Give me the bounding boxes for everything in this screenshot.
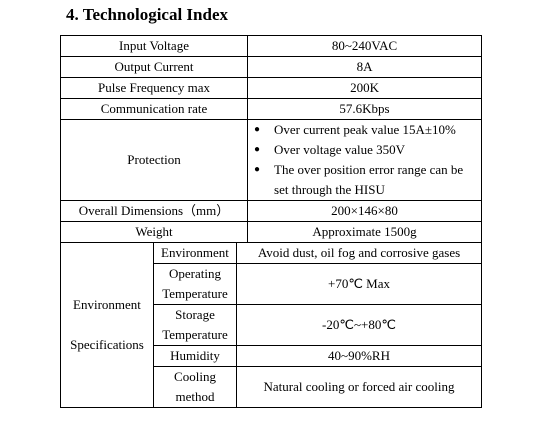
row: Output Current 8A bbox=[59, 56, 483, 78]
value-cell: -20℃~+80℃ bbox=[235, 304, 483, 346]
label-cell: Protection bbox=[59, 119, 249, 201]
row: Pulse Frequency max 200K bbox=[59, 77, 483, 99]
value-cell: 57.6Kbps bbox=[247, 98, 483, 120]
label-cell: Communication rate bbox=[59, 98, 249, 120]
bullet-item: Over current peak value 15A±10% bbox=[254, 120, 478, 140]
heading: 4. Technological Index bbox=[66, 5, 229, 24]
value-cell: +70℃ Max bbox=[235, 263, 483, 305]
row: Cooling method Natural cooling or forced … bbox=[61, 366, 483, 408]
row: ProtectionOver current peak value 15A±10… bbox=[59, 119, 483, 201]
sub-label-cell: Operating Temperature bbox=[153, 263, 237, 305]
row: Humidity 40~90%RH bbox=[61, 345, 483, 367]
row: Environment Specifications Environment Avo… bbox=[60, 242, 483, 408]
sub-label-cell: Cooling method bbox=[153, 366, 237, 408]
row: Overall Dimensions（mm） 200×146×80 bbox=[59, 200, 483, 222]
label-cell: Weight bbox=[59, 221, 249, 243]
sub-label-cell: Storage Temperature bbox=[153, 304, 237, 346]
sub-label-cell: Environment bbox=[153, 242, 237, 264]
value-cell: Avoid dust, oil fog and corrosive gases bbox=[235, 242, 483, 264]
value-cell: 80~240VAC bbox=[247, 35, 483, 57]
value-cell: Natural cooling or forced air cooling bbox=[235, 366, 483, 408]
bullet-item: Over voltage value 350V bbox=[254, 140, 478, 160]
label-cell: Pulse Frequency max bbox=[59, 77, 249, 99]
row: Storage Temperature -20℃~+80℃ bbox=[61, 304, 483, 346]
row: Operating Temperature +70℃ Max bbox=[61, 263, 483, 305]
value-cell: 8A bbox=[247, 56, 483, 78]
label-cell: Output Current bbox=[59, 56, 249, 78]
value-cell: Over current peak value 15A±10%Over volt… bbox=[247, 119, 483, 201]
label-cell: Environment Specifications bbox=[60, 242, 154, 408]
value-cell: Approximate 1500g bbox=[247, 221, 483, 243]
row: Communication rate 57.6Kbps bbox=[59, 98, 483, 120]
bullet-item: The over position error range can be set… bbox=[254, 160, 478, 200]
row: Weight Approximate 1500g bbox=[59, 221, 483, 243]
bullet-list: Over current peak value 15A±10%Over volt… bbox=[254, 120, 478, 200]
label-cell: Input Voltage bbox=[59, 35, 249, 57]
label-cell: Overall Dimensions（mm） bbox=[59, 200, 249, 222]
value-cell: 200×146×80 bbox=[247, 200, 483, 222]
value-cell: 200K bbox=[247, 77, 483, 99]
spec-table: Input Voltage 80~240VAC Output Current 8A Pu… bbox=[59, 35, 483, 408]
value-cell: 40~90%RH bbox=[235, 345, 483, 367]
row: Input Voltage 80~240VAC bbox=[59, 35, 483, 57]
sub-label-cell: Humidity bbox=[153, 345, 237, 367]
